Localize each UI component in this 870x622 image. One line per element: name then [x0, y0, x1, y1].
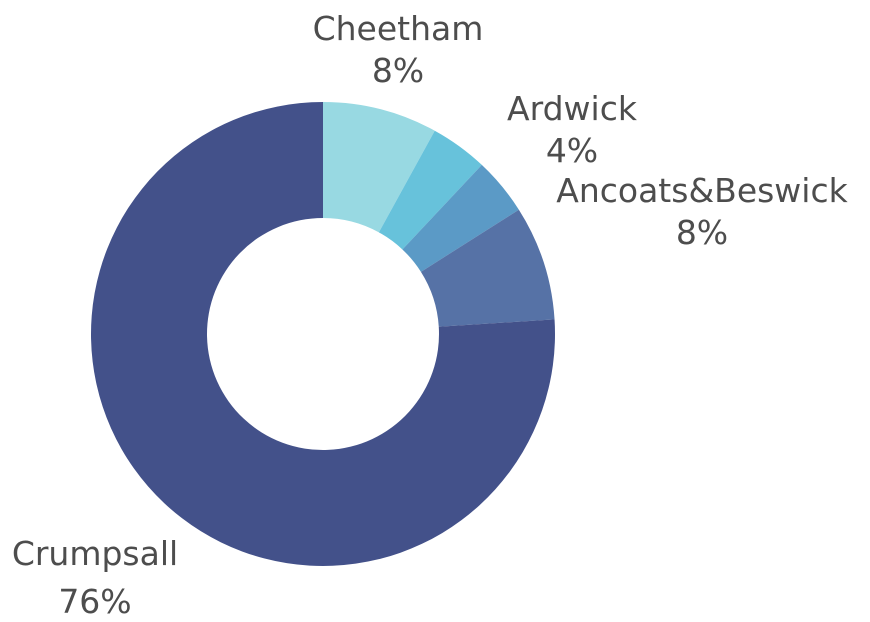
donut-slices	[91, 102, 555, 566]
slice-ardwick	[378, 130, 482, 250]
slice-crumpsall	[91, 102, 555, 566]
label-ardwick-name: Ardwick	[507, 89, 638, 128]
label-crumpsall-value: 76%	[58, 582, 131, 621]
label-ancoats-value: 8%	[676, 213, 728, 252]
slice-unlabeled	[420, 209, 555, 327]
slice-ancoats-beswick	[402, 164, 519, 272]
label-ancoats-name: Ancoats&Beswick	[556, 171, 848, 210]
label-cheetham-value: 8%	[372, 51, 424, 90]
label-ardwick-value: 4%	[546, 131, 598, 170]
label-cheetham-name: Cheetham	[313, 9, 484, 48]
slice-cheetham	[323, 102, 435, 233]
label-crumpsall-name: Crumpsall	[12, 534, 178, 573]
